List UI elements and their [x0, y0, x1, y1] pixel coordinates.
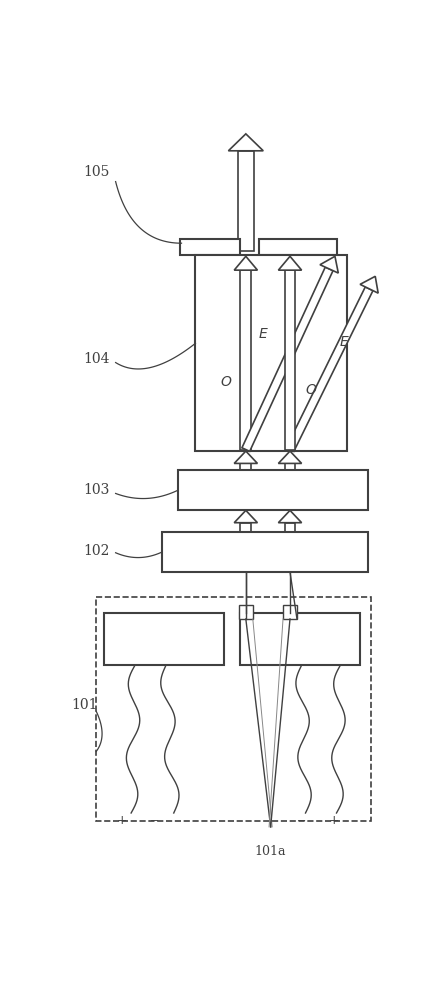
Polygon shape: [234, 451, 257, 463]
Polygon shape: [228, 134, 263, 151]
Bar: [284, 523, 296, 532]
Bar: [240, 523, 251, 532]
Polygon shape: [278, 256, 302, 270]
Text: 102: 102: [83, 544, 109, 558]
Text: O: O: [305, 382, 316, 396]
Text: 101: 101: [71, 698, 98, 712]
Polygon shape: [360, 276, 378, 293]
Bar: [180, 239, 240, 255]
Text: 105: 105: [83, 165, 109, 179]
Polygon shape: [286, 287, 373, 451]
Bar: [238, 151, 254, 251]
Text: 101a: 101a: [255, 845, 287, 858]
Bar: [104, 613, 224, 665]
Text: O: O: [220, 375, 231, 389]
Text: −: −: [297, 816, 306, 826]
Bar: [259, 239, 336, 255]
Text: E: E: [259, 327, 267, 341]
Bar: [240, 463, 251, 470]
Polygon shape: [242, 267, 333, 451]
Bar: [240, 613, 360, 665]
Bar: [283, 605, 297, 619]
Text: +: +: [117, 814, 127, 827]
Bar: [240, 270, 251, 450]
Bar: [284, 270, 296, 450]
Bar: [96, 597, 372, 821]
Polygon shape: [320, 256, 338, 273]
Polygon shape: [234, 510, 257, 523]
Bar: [178, 470, 368, 510]
Text: 103: 103: [83, 483, 109, 497]
Polygon shape: [278, 451, 302, 463]
Polygon shape: [278, 510, 302, 523]
Bar: [239, 605, 253, 619]
Text: 104: 104: [83, 352, 109, 366]
Bar: [284, 463, 296, 470]
Text: +: +: [329, 814, 339, 827]
Polygon shape: [234, 256, 257, 270]
Text: −: −: [150, 816, 159, 826]
Bar: [196, 255, 347, 451]
Text: E: E: [340, 335, 349, 349]
Bar: [162, 532, 368, 572]
